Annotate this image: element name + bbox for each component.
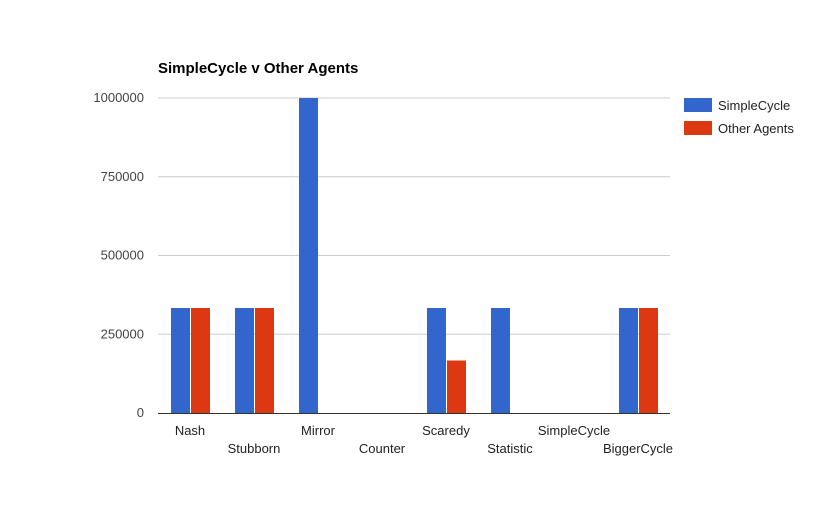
gridlines [158,97,670,335]
chart-title: SimpleCycle v Other Agents [158,60,358,77]
bars [171,98,658,413]
y-tick-label: 1000000 [93,90,144,105]
x-tick-label: BiggerCycle [603,441,673,456]
legend-label: SimpleCycle [718,98,790,113]
bar-other-agents-biggercycle [639,308,658,413]
bar-simplecycle-scaredy [427,308,446,413]
y-tick-label: 750000 [101,169,144,184]
bar-other-agents-scaredy [447,360,466,413]
bar-simplecycle-biggercycle [619,308,638,413]
x-tick-label: SimpleCycle [538,423,610,438]
x-tick-label: Counter [359,441,406,456]
legend: SimpleCycle Other Agents [684,98,794,136]
bar-other-agents-nash [191,308,210,413]
bar-simplecycle-statistic [491,308,510,413]
y-axis: 0 250000 500000 750000 1000000 [93,90,144,420]
bar-simplecycle-mirror [299,98,318,413]
x-axis: Nash Stubborn Mirror Counter Scaredy Statisti… [158,413,673,456]
y-tick-label: 250000 [101,326,144,341]
x-tick-label: Mirror [301,423,336,438]
legend-label: Other Agents [718,121,794,136]
x-tick-label: Nash [175,423,205,438]
y-tick-label: 0 [137,405,144,420]
y-tick-label: 500000 [101,248,144,263]
x-tick-label: Stubborn [228,441,281,456]
bar-simplecycle-nash [171,308,190,413]
bar-other-agents-stubborn [255,308,274,413]
legend-swatch [684,98,712,112]
legend-swatch [684,121,712,135]
bar-simplecycle-stubborn [235,308,254,413]
x-tick-label: Scaredy [422,423,470,438]
x-tick-label: Statistic [487,441,533,456]
